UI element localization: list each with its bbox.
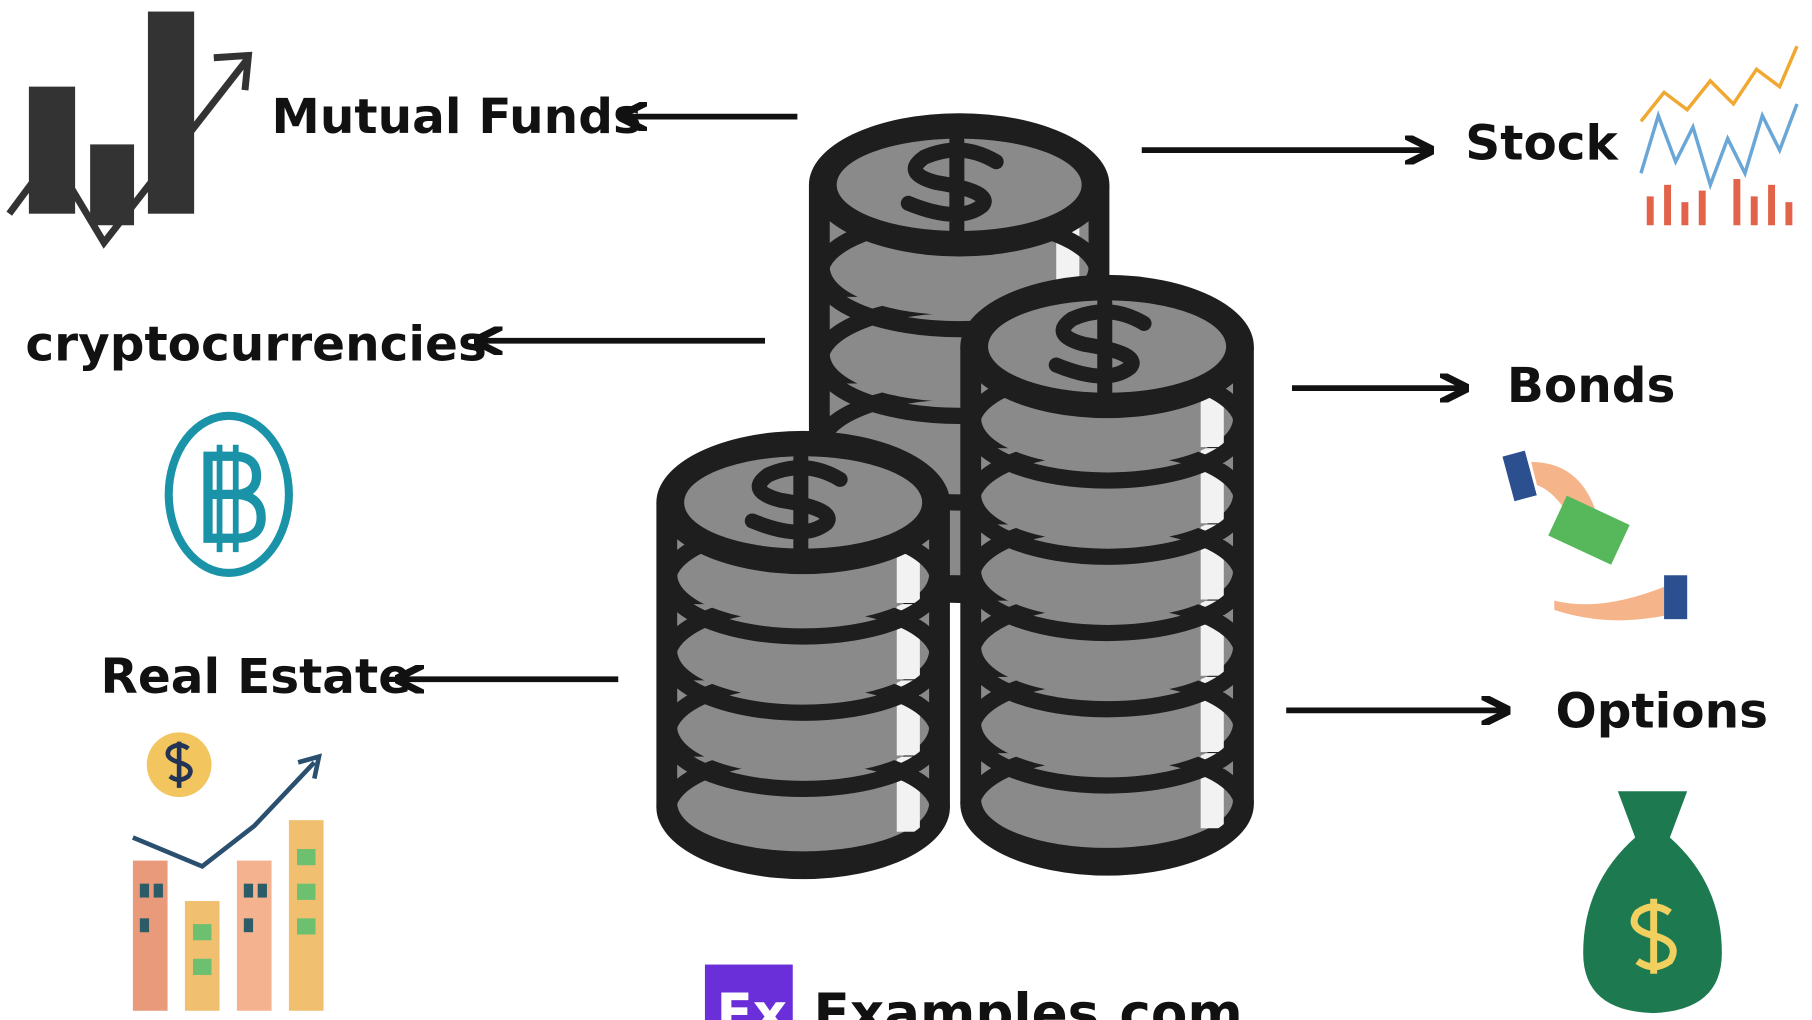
bonds-icon [1502, 451, 1687, 621]
branch-label: Bonds [1507, 358, 1676, 414]
diagram: Mutual Funds cryptocurrencies Real Estat… [0, 0, 1812, 1020]
branch-label: Mutual Funds [272, 89, 642, 145]
branch-label: Real Estate [101, 649, 412, 705]
branch-label: Options [1555, 684, 1768, 740]
coin-stacks [656, 113, 1253, 879]
real-estate-icon [133, 732, 324, 1010]
footer-logo: Ex Examples.com [705, 965, 1243, 1020]
mutual-funds-icon [9, 12, 248, 243]
logo-text: Ex [716, 983, 787, 1020]
bitcoin-icon [169, 416, 289, 573]
stock-icon [1641, 46, 1797, 225]
brand-text: Examples.com [814, 983, 1243, 1020]
page: {"diagram": { "center": "coin-stack", "b… [0, 0, 1812, 1020]
branch-label: Stock [1465, 115, 1619, 171]
money-bag-icon [1583, 791, 1722, 1013]
branch-label: cryptocurrencies [25, 316, 486, 372]
